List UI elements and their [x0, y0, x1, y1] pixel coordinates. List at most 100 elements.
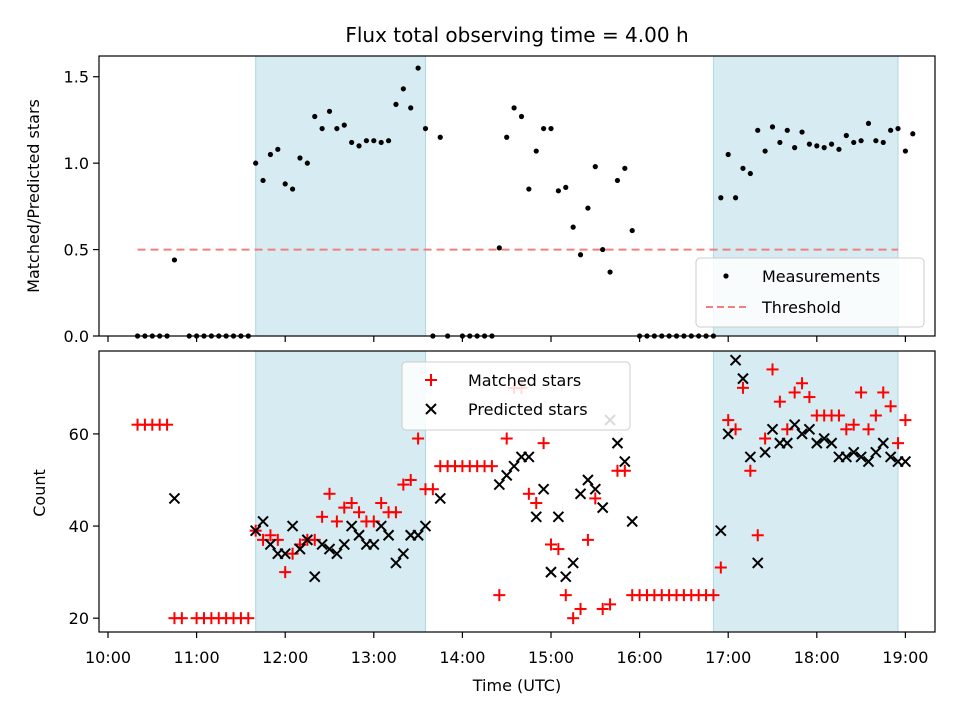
x-tick-label: 11:00: [174, 648, 220, 667]
matched-star-point: [773, 395, 786, 408]
measurement-point: [577, 252, 584, 258]
measurement-point: [865, 120, 872, 127]
measurement-point: [585, 205, 591, 211]
measurement-point: [792, 145, 798, 151]
measurement-point: [880, 139, 886, 146]
matched-star-point: [500, 432, 513, 445]
predicted-star-point: [582, 474, 594, 486]
measurement-point: [371, 138, 377, 144]
x-tick-label: 17:00: [705, 648, 751, 667]
top-y-tick-label: 0.0: [64, 327, 89, 346]
matched-star-point: [604, 598, 617, 611]
predicted-star-point: [567, 557, 579, 569]
measurement-point: [334, 125, 340, 132]
measurement-point: [393, 101, 399, 107]
measurement-point: [408, 105, 414, 111]
measurement-point: [821, 145, 827, 151]
measurement-point: [304, 160, 310, 166]
predicted-star-point: [848, 446, 860, 459]
predicted-star-point: [766, 423, 779, 436]
measurement-point: [592, 164, 598, 170]
predicted-star-point: [884, 451, 897, 463]
matched-star-point: [537, 437, 550, 450]
matched-star-point: [840, 423, 853, 436]
matched-star-point: [869, 409, 882, 422]
measurement-point: [814, 143, 820, 149]
measurement-point: [777, 139, 783, 146]
matched-star-point: [788, 386, 801, 399]
matched-star-point: [559, 589, 572, 602]
measurement-point: [718, 195, 724, 201]
legend-label-threshold: Threshold: [761, 298, 841, 317]
matched-star-point: [279, 566, 292, 579]
measurement-point: [511, 105, 517, 111]
measurement-point: [341, 122, 347, 128]
matched-star-point: [404, 473, 417, 486]
chart-title: Flux total observing time = 4.00 h: [345, 23, 688, 47]
predicted-star-point: [715, 524, 727, 537]
legend-marker-matched: [425, 374, 437, 386]
matched-star-point: [736, 381, 749, 394]
predicted-star-point: [759, 446, 771, 459]
predicted-star-point: [729, 354, 742, 366]
star-count-series: [131, 354, 912, 625]
predicted-star-point: [781, 437, 793, 449]
matched-star-point: [426, 483, 439, 496]
predicted-star-point: [168, 492, 181, 505]
matched-star-point: [330, 515, 343, 528]
bottom-y-tick-label: 20: [69, 609, 89, 628]
observing-interval-1: [255, 55, 426, 337]
top-x-axis-ticks: [107, 336, 907, 342]
measurement-point: [437, 134, 443, 140]
predicted-star-point: [611, 437, 624, 449]
measurement-point: [385, 138, 392, 144]
measurement-point: [267, 151, 274, 158]
predicted-star-point: [523, 451, 535, 463]
measurement-point: [769, 124, 776, 130]
matched-star-point: [545, 538, 557, 551]
measurement-point: [533, 148, 539, 154]
predicted-star-point: [493, 478, 506, 491]
matched-star-point: [175, 612, 188, 625]
predicted-star-point: [390, 557, 402, 569]
predicted-star-point: [574, 488, 587, 500]
predicted-star-point: [345, 520, 358, 532]
predicted-star-point: [309, 571, 321, 583]
matched-star-point: [877, 386, 890, 399]
measurement-point: [297, 155, 303, 161]
matched-star-point: [832, 409, 845, 422]
measurement-point: [888, 127, 894, 133]
predicted-star-point: [338, 538, 350, 551]
predicted-star-point: [840, 451, 853, 463]
matched-star-point: [552, 543, 565, 556]
predicted-star-point: [552, 511, 565, 523]
measurement-point: [356, 143, 362, 149]
predicted-star-point: [818, 432, 830, 445]
matched-star-point: [345, 497, 358, 510]
matched-star-point: [803, 391, 816, 404]
matched-star-point: [862, 423, 875, 436]
legend-label-matched: Matched stars: [468, 371, 581, 390]
predicted-star-point: [855, 451, 867, 463]
x-tick-label: 13:00: [351, 648, 397, 667]
predicted-star-point: [877, 437, 889, 449]
predicted-star-point: [722, 428, 734, 440]
matched-star-point: [796, 377, 809, 390]
measurement-point: [836, 146, 842, 152]
predicted-star-point: [862, 455, 875, 468]
predicted-star-point: [825, 437, 838, 449]
top-panel: 0.0 0.5 1.0 1.5 Matched/Predicted stars Mea…: [24, 55, 936, 346]
measurement-point: [895, 125, 901, 132]
predicted-star-point: [811, 437, 823, 449]
measurement-point: [378, 139, 384, 146]
predicted-star-point: [788, 418, 801, 431]
matched-star-point: [899, 414, 912, 427]
matched-star-point: [618, 464, 631, 477]
measurement-point: [260, 177, 266, 184]
predicted-star-point: [619, 455, 631, 468]
measurement-point: [607, 269, 613, 275]
measurement-point: [326, 108, 333, 114]
bottom-y-axis-label: Count: [30, 469, 49, 517]
top-axes-frame: [98, 55, 936, 337]
